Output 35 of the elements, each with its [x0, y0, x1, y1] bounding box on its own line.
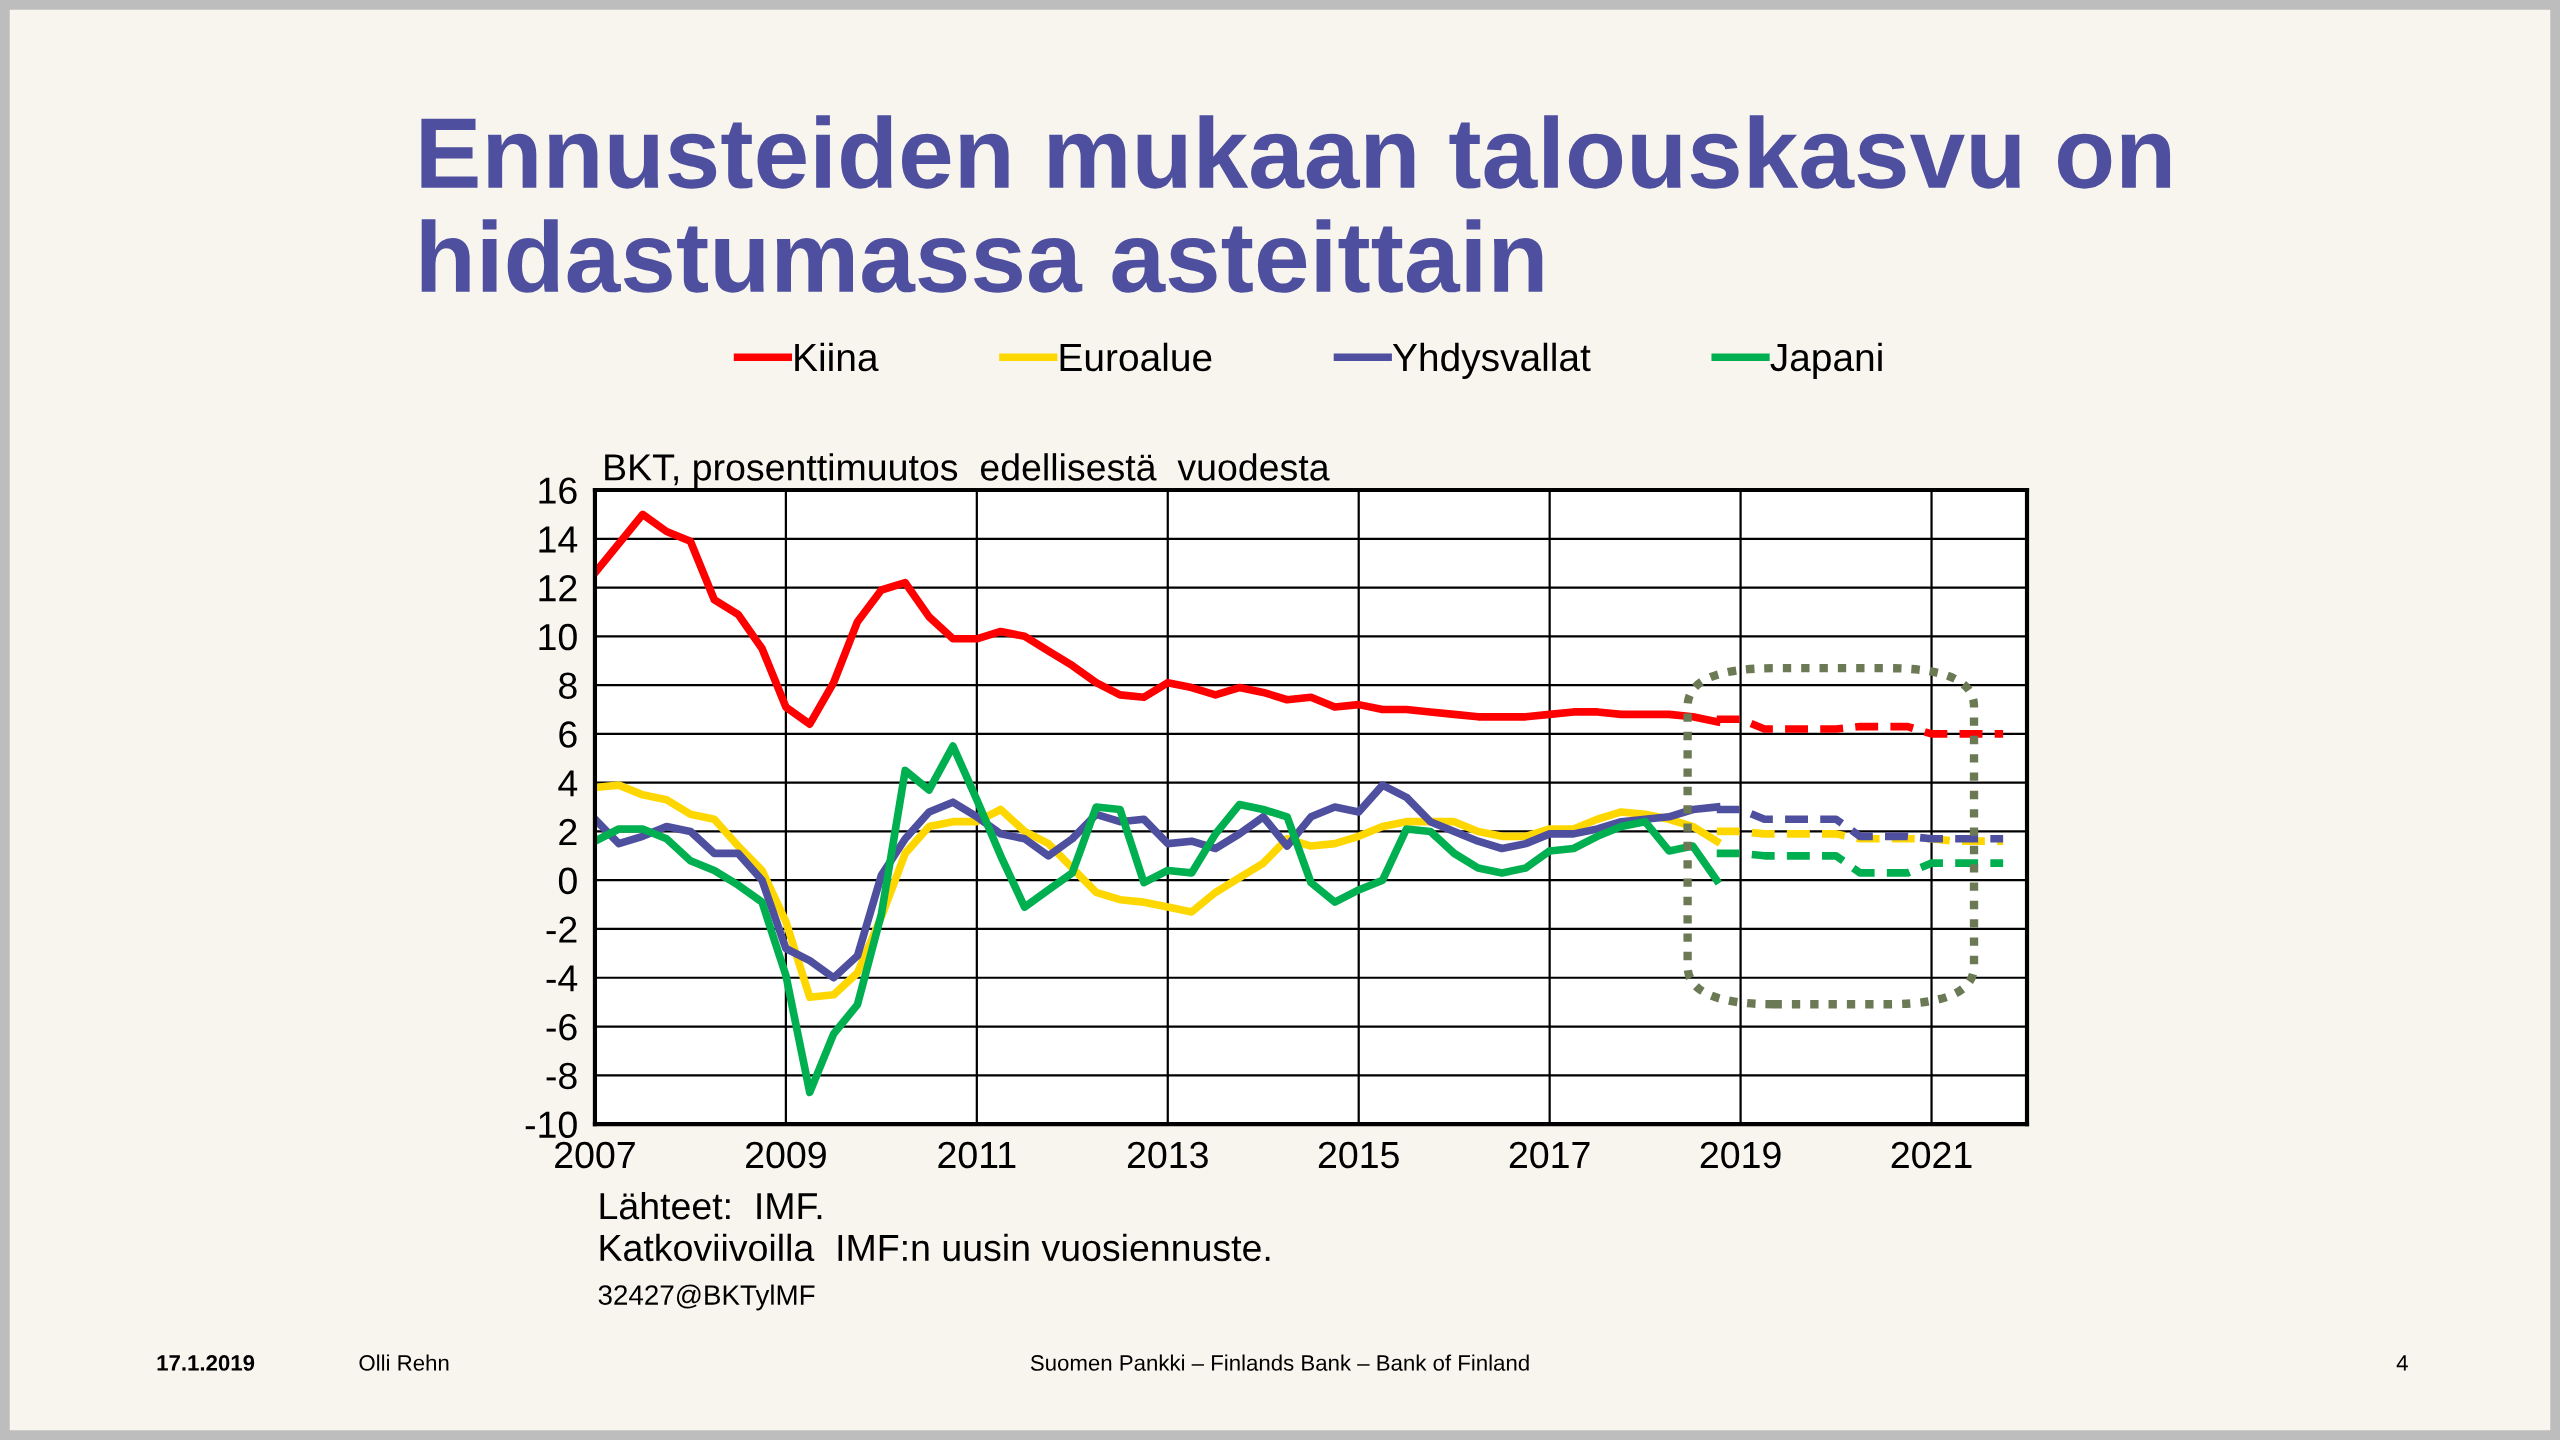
y-tick-label: 4: [558, 770, 578, 797]
legend-label: Japani: [1770, 342, 1882, 379]
y-tick-label: 16: [539, 477, 577, 504]
text: Suomen Pankki – Finlands Bank – Bank of Finland: [1030, 1354, 1529, 1371]
y-tick-label: 8: [559, 672, 577, 700]
y-tick-label: 6: [559, 721, 577, 748]
y-tick-label: -6: [546, 1013, 577, 1041]
legend-label: Kiina: [795, 342, 879, 372]
x-tick-label: 2015: [1318, 1141, 1399, 1169]
y-tick-label: 2: [559, 818, 577, 846]
y-tick-label: 14: [539, 526, 578, 553]
text: 17.1.2019: [157, 1355, 255, 1371]
text: Katkoviivoilla IMF:n uusin vuosiennuste.: [600, 1233, 1270, 1262]
chart-title: Ennusteiden mukaan talouskasvu on hidastumassa asteittain: [421, 115, 2171, 293]
y-axis-title: BKT, prosenttimuutos edellisestä vuodesta: [605, 453, 1330, 489]
text: Lähteet: IMF.: [600, 1191, 822, 1220]
y-tick-label: -10: [525, 1111, 577, 1139]
y-tick-label: -2: [546, 916, 577, 943]
x-tick-label: 2019: [1700, 1141, 1781, 1169]
y-tick-label: -4: [546, 965, 578, 992]
x-tick-label: 2007: [555, 1141, 635, 1169]
y-tick-label: 12: [539, 574, 577, 602]
x-tick-label: 2009: [746, 1141, 826, 1169]
x-tick-label: 2013: [1127, 1141, 1208, 1169]
text: 32427@BKTylMF: [598, 1284, 815, 1311]
legend-label: Euroalue: [1060, 342, 1212, 372]
y-tick-label: 0: [558, 867, 577, 895]
x-tick-label: 2021: [1891, 1141, 1972, 1169]
text: Olli Rehn: [359, 1354, 449, 1371]
x-tick-label: 2017: [1509, 1141, 1590, 1169]
legend-label: Yhdysvallat: [1392, 342, 1591, 379]
y-tick-label: 10: [539, 623, 577, 651]
x-tick-label: 2011: [938, 1141, 1016, 1169]
y-tick-label: -8: [546, 1062, 577, 1090]
text: 4: [2396, 1355, 2408, 1371]
